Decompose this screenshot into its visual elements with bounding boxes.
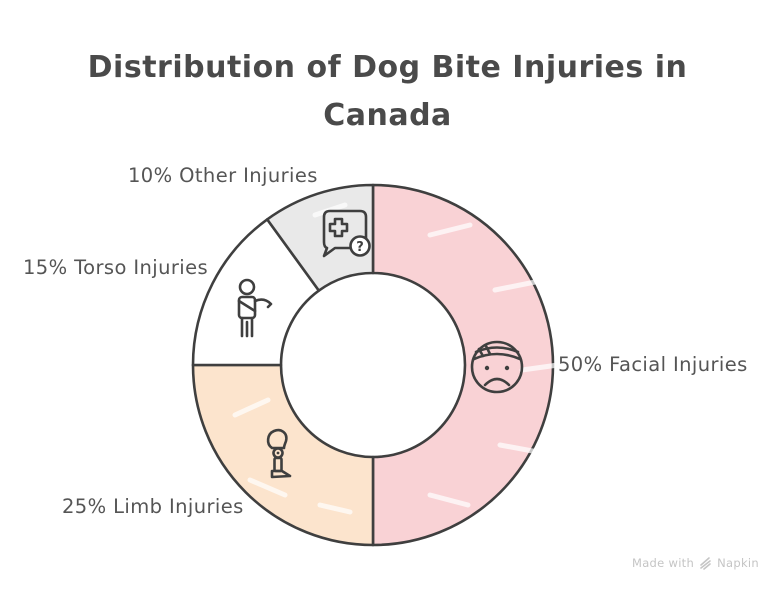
medical-chat-bubble-icon: ? [322,209,371,258]
segment-torso-injuries [191,218,321,367]
question-mark-glyph: ? [356,240,364,255]
segment-facial-injuries [371,183,555,547]
watermark-brand: Napkin [717,556,759,570]
label-limb-injuries: 25% Limb Injuries [62,495,244,518]
made-with-napkin-watermark: Made with Napkin [632,556,759,570]
bandaged-sad-face-icon [470,340,524,394]
label-facial-injuries: 50% Facial Injuries [558,353,748,376]
chart-title: Distribution of Dog Bite Injuries in Can… [87,50,688,133]
napkin-logo-icon [700,556,711,570]
person-arm-sling-icon [237,278,273,338]
label-other-injuries: 10% Other Injuries [128,164,318,187]
sketch-texture [232,202,561,515]
label-torso-injuries: 15% Torso Injuries [23,256,209,279]
prosthetic-leg-icon [266,428,292,479]
watermark-text: Made with [631,556,695,570]
